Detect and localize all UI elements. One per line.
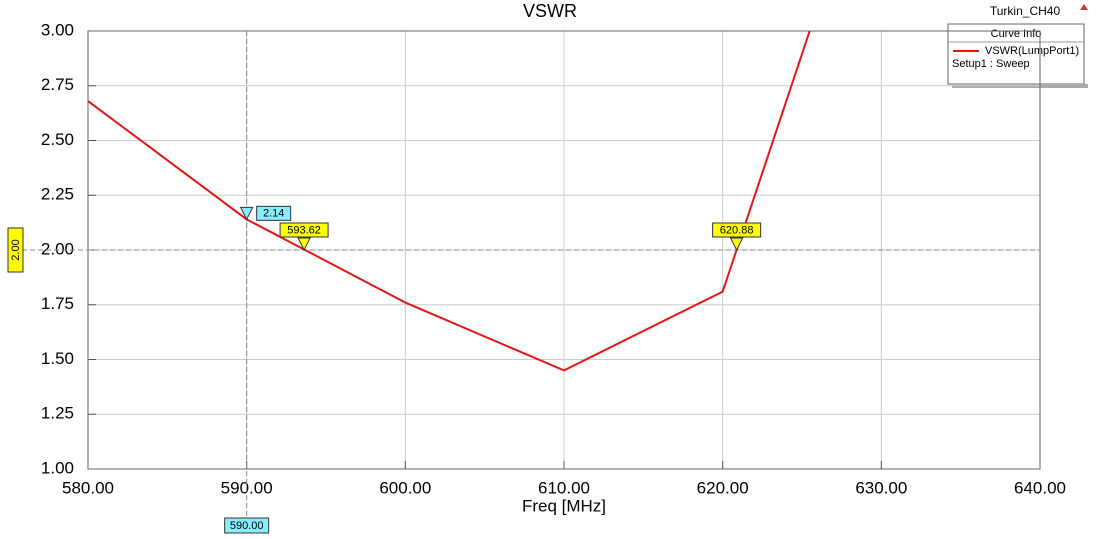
chart-title: VSWR <box>523 1 577 21</box>
legend-title: Curve Info <box>991 28 1042 40</box>
y-tick-label: 3.00 <box>41 20 74 39</box>
marker-box <box>279 222 329 238</box>
marker-box <box>256 205 292 221</box>
marker-label: 593.62 <box>287 224 321 236</box>
x-tick-label: 600.00 <box>379 478 431 497</box>
legend-setup: Setup1 : Sweep <box>952 58 1030 70</box>
marker <box>729 237 744 252</box>
marker-label: 620.88 <box>720 224 754 236</box>
marker-box <box>712 222 762 238</box>
x-tick-label: 630.00 <box>855 478 907 497</box>
y-marker-box <box>7 227 24 273</box>
series-line <box>88 31 811 372</box>
y-tick-label: 2.75 <box>41 75 74 94</box>
y-tick-label: 1.75 <box>41 294 74 313</box>
x-tick-label: 580.00 <box>62 478 114 497</box>
x-tick-label: 640.00 <box>1014 478 1066 497</box>
y-tick-label: 1.50 <box>41 349 74 368</box>
y-marker-label: 2.00 <box>10 239 22 260</box>
marker <box>297 237 311 252</box>
project-name: Turkin_CH40 <box>990 4 1061 18</box>
x-tick-label: 610.00 <box>538 478 590 497</box>
marker <box>239 206 254 221</box>
y-tick-label: 2.00 <box>41 239 74 258</box>
icon <box>1080 4 1088 10</box>
y-tick-label: 1.25 <box>41 404 74 423</box>
x-tick-label: 620.00 <box>697 478 749 497</box>
y-tick-label: 2.50 <box>41 130 74 149</box>
y-tick-label: 2.25 <box>41 185 74 204</box>
x-marker-label: 590.00 <box>230 520 264 532</box>
x-axis-label: Freq [MHz] <box>522 496 606 515</box>
legend-entry: VSWR(LumpPort1) <box>985 45 1079 57</box>
plot-area <box>88 31 811 372</box>
marker-label: 2.14 <box>263 208 284 220</box>
y-tick-label: 1.00 <box>41 458 74 477</box>
x-marker-box <box>224 517 270 534</box>
